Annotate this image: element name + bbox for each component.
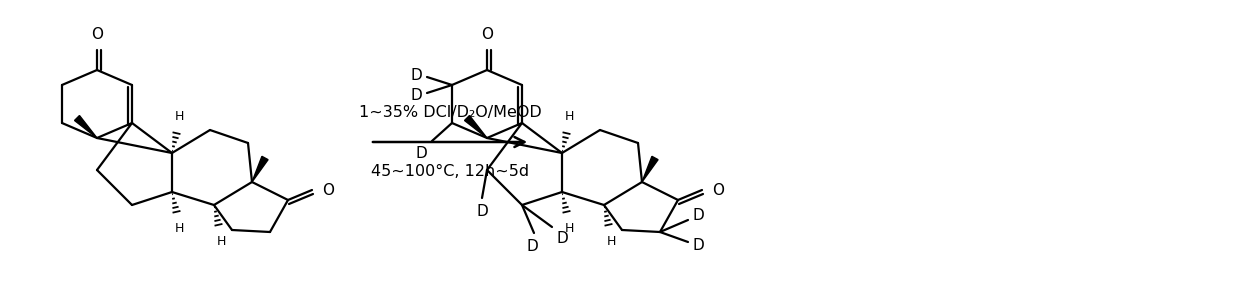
Polygon shape xyxy=(252,156,268,182)
Text: D: D xyxy=(476,204,487,219)
Text: H: H xyxy=(564,222,574,235)
Text: D: D xyxy=(693,239,704,254)
Text: D: D xyxy=(526,239,538,254)
Text: D: D xyxy=(415,146,427,161)
Text: H: H xyxy=(564,110,574,123)
Text: D: D xyxy=(557,231,569,246)
Text: H: H xyxy=(175,110,184,123)
Text: O: O xyxy=(481,27,494,42)
Text: D: D xyxy=(410,87,422,103)
Polygon shape xyxy=(74,116,97,138)
Text: O: O xyxy=(91,27,103,42)
Text: H: H xyxy=(606,235,616,248)
Text: D: D xyxy=(410,68,422,82)
Text: H: H xyxy=(216,235,226,248)
Text: O: O xyxy=(712,183,724,197)
Text: H: H xyxy=(175,222,184,235)
Text: 1~35% DCl/D₂O/MeOD: 1~35% DCl/D₂O/MeOD xyxy=(358,105,542,120)
Text: O: O xyxy=(322,183,334,197)
Polygon shape xyxy=(465,116,487,138)
Polygon shape xyxy=(642,156,658,182)
Text: D: D xyxy=(693,208,704,224)
Text: 45~100°C, 12h~5d: 45~100°C, 12h~5d xyxy=(371,164,529,179)
